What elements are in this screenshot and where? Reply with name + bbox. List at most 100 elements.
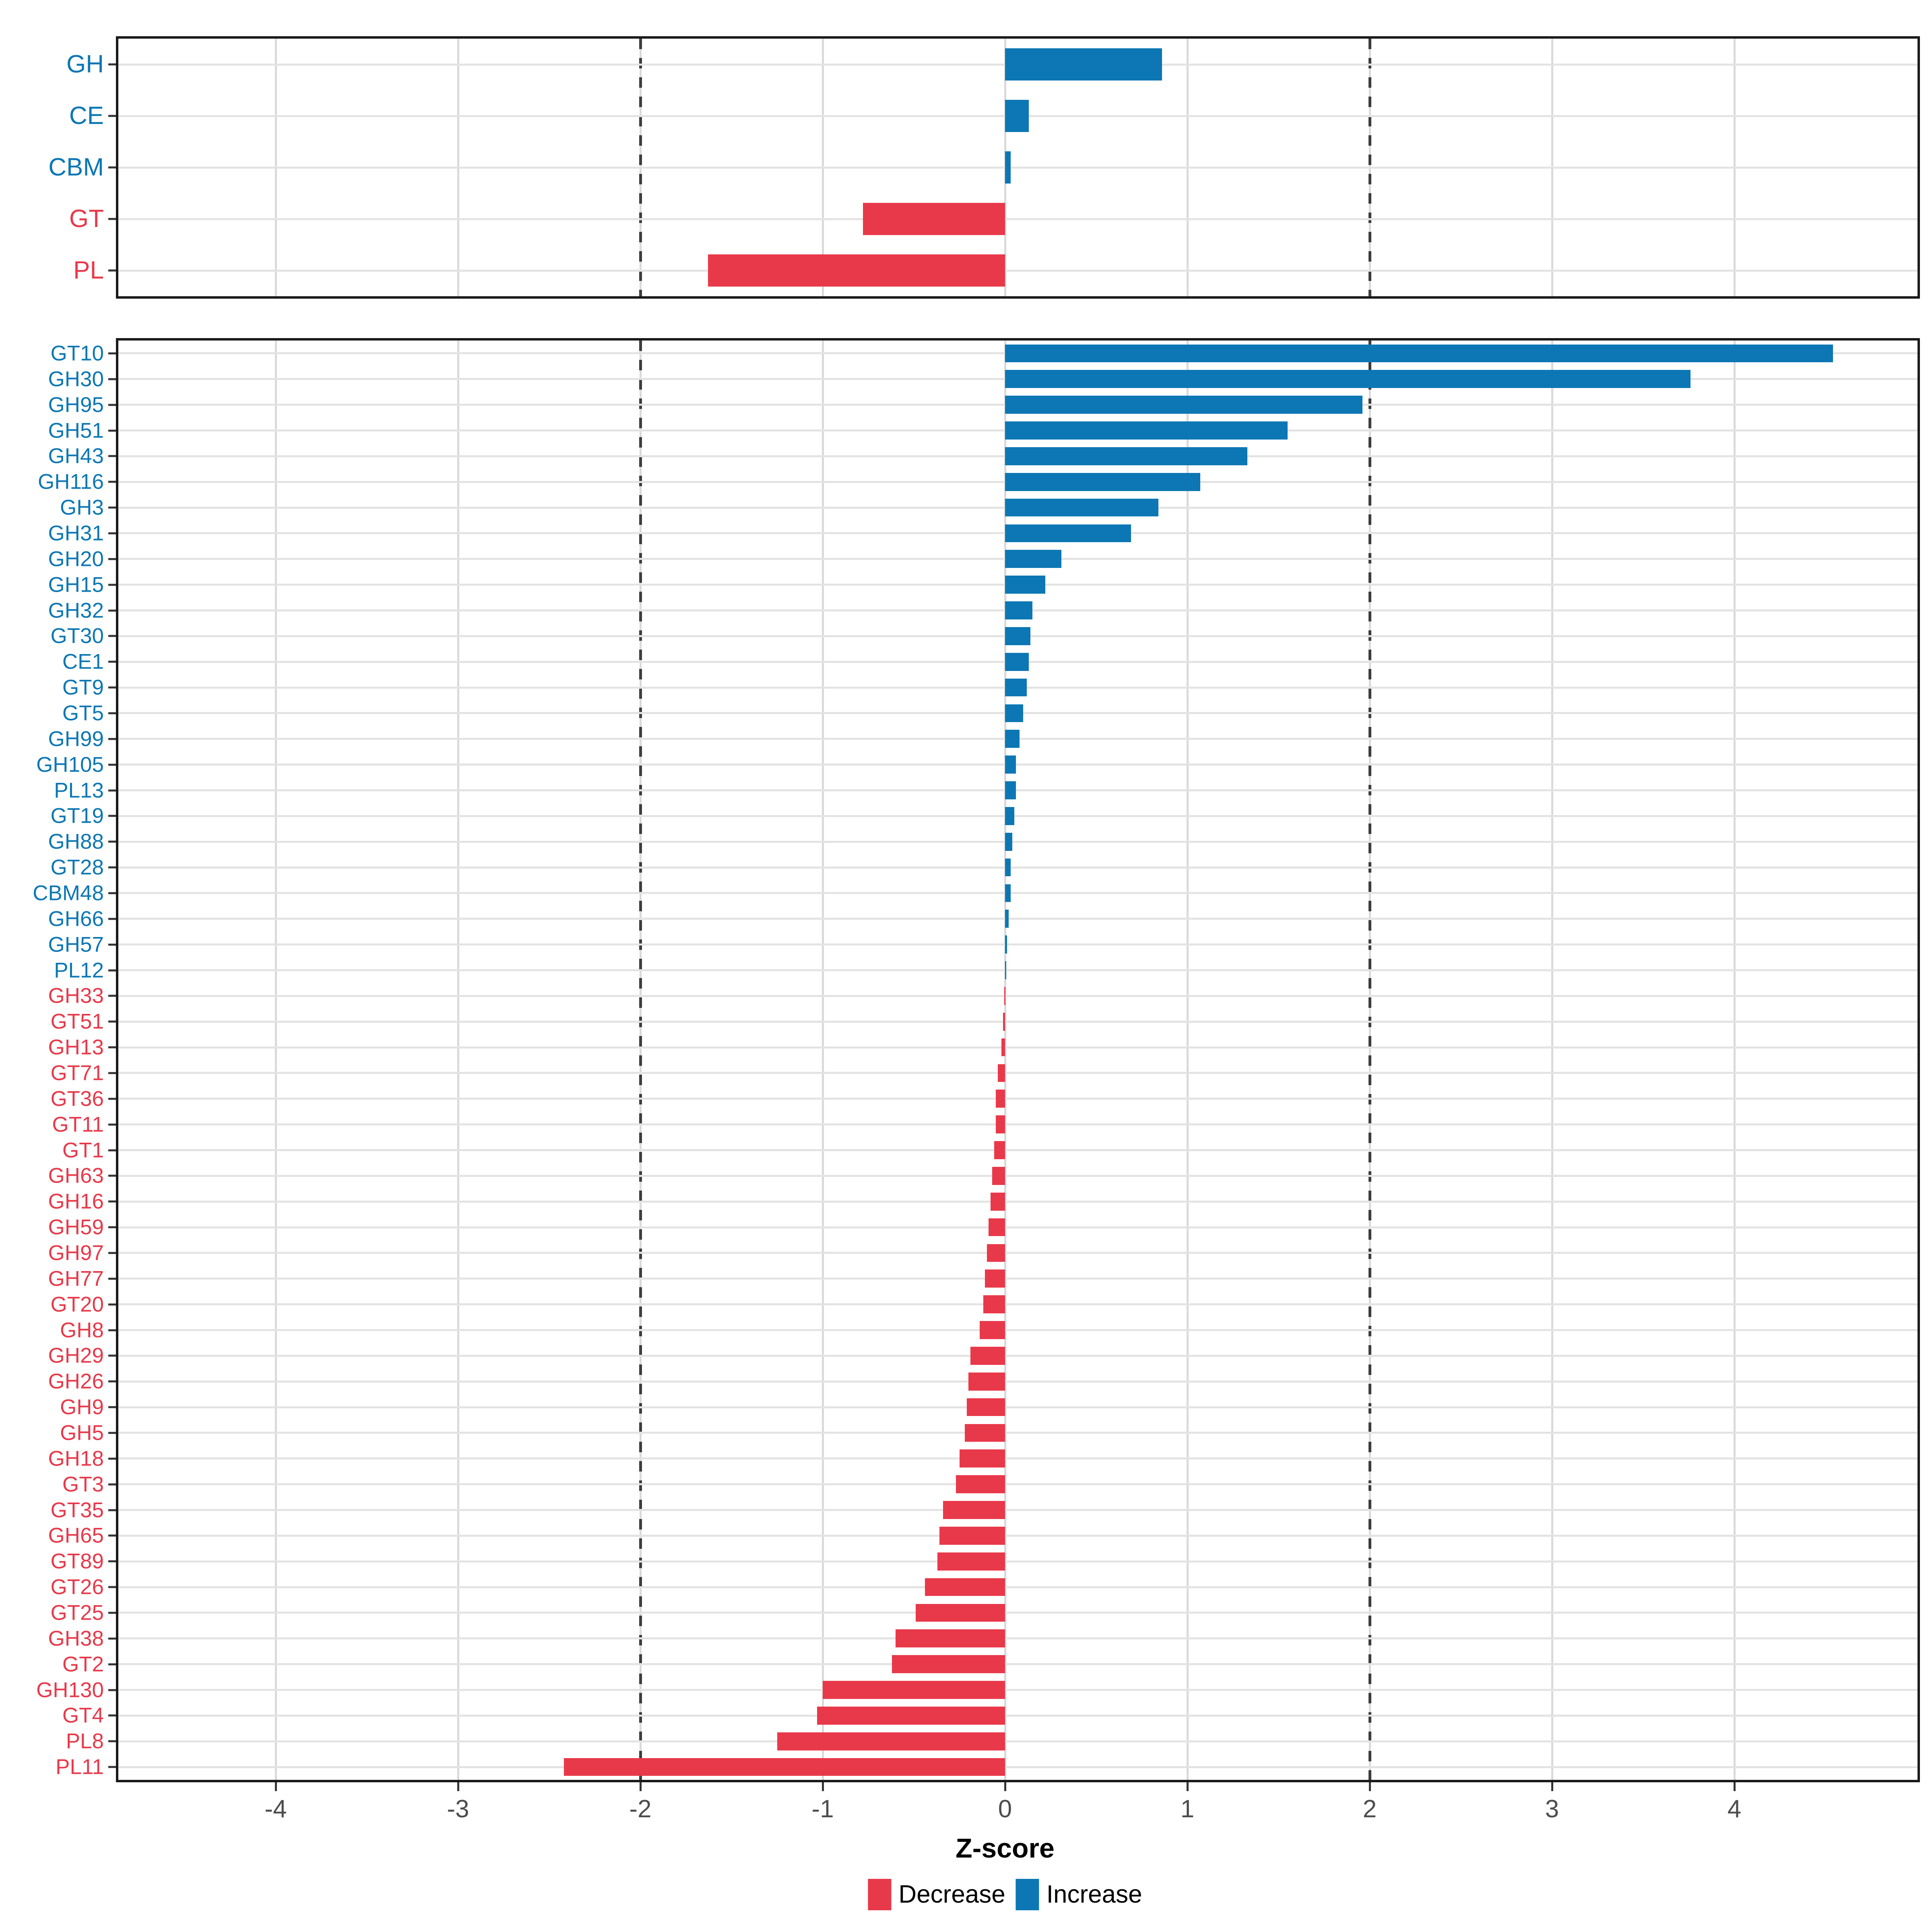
bar[interactable] — [994, 1141, 1005, 1159]
bar[interactable] — [1005, 730, 1020, 748]
bar[interactable] — [1005, 344, 1833, 363]
bar[interactable] — [1001, 1038, 1005, 1057]
bar[interactable] — [1005, 421, 1288, 440]
reference-line — [1368, 341, 1371, 1780]
y-axis-label: GT26 — [50, 1575, 104, 1599]
bar[interactable] — [1005, 627, 1031, 645]
bar[interactable] — [823, 1681, 1005, 1699]
bar[interactable] — [1005, 447, 1248, 465]
bar[interactable] — [1005, 396, 1362, 414]
bar[interactable] — [959, 1449, 1005, 1468]
bar[interactable] — [1005, 550, 1062, 568]
bar[interactable] — [979, 1321, 1005, 1339]
bar[interactable] — [970, 1347, 1005, 1365]
legend-item-decrease[interactable]: Decrease — [868, 1879, 1005, 1910]
bar[interactable] — [943, 1501, 1005, 1519]
y-axis-label: GH31 — [48, 521, 104, 545]
bar[interactable] — [1005, 652, 1029, 671]
gridline-horizontal — [118, 1278, 1918, 1280]
bar[interactable] — [925, 1578, 1005, 1596]
y-axis-tick — [108, 63, 116, 66]
bar[interactable] — [1004, 987, 1005, 1005]
y-axis-tick — [108, 166, 116, 169]
bar[interactable] — [564, 1758, 1005, 1776]
bar[interactable] — [1005, 498, 1158, 517]
bar[interactable] — [996, 1090, 1005, 1108]
y-axis-tick — [108, 1174, 116, 1177]
bar[interactable] — [1005, 370, 1691, 388]
y-axis-tick — [108, 661, 116, 663]
bar[interactable] — [1005, 473, 1200, 491]
bar[interactable] — [1005, 961, 1006, 979]
bar[interactable] — [996, 1115, 1005, 1133]
bar[interactable] — [1005, 781, 1016, 799]
bar[interactable] — [1005, 755, 1016, 774]
y-axis-tick — [108, 1740, 116, 1742]
bar[interactable] — [985, 1269, 1005, 1288]
gridline-horizontal — [118, 166, 1918, 169]
y-axis-tick — [108, 1663, 116, 1666]
bar[interactable] — [1005, 100, 1029, 132]
bar[interactable] — [1005, 151, 1011, 184]
y-axis-label: GT71 — [50, 1061, 104, 1085]
bar[interactable] — [1005, 524, 1131, 543]
bar[interactable] — [1003, 1012, 1005, 1031]
y-axis-tick — [108, 995, 116, 997]
bar[interactable] — [1005, 807, 1014, 825]
y-axis-label: GT9 — [62, 675, 104, 700]
y-axis-tick — [108, 1483, 116, 1486]
bar[interactable] — [892, 1655, 1005, 1673]
bar[interactable] — [863, 203, 1005, 235]
bar[interactable] — [1005, 858, 1011, 877]
y-axis-tick — [108, 1072, 116, 1074]
y-axis-label: GT51 — [50, 1009, 104, 1034]
bar[interactable] — [708, 254, 1005, 287]
bar[interactable] — [1005, 910, 1009, 928]
bar[interactable] — [1005, 48, 1162, 80]
bar[interactable] — [916, 1604, 1005, 1622]
gridline-vertical — [1734, 341, 1736, 1780]
y-axis-tick — [108, 584, 116, 586]
bar[interactable] — [1005, 884, 1011, 902]
gridline-horizontal — [118, 1046, 1918, 1049]
y-axis-label: GT4 — [62, 1703, 104, 1728]
bar[interactable] — [896, 1629, 1005, 1648]
y-axis-tick — [108, 686, 116, 689]
x-axis-title: Z-score — [956, 1833, 1055, 1864]
bar[interactable] — [937, 1552, 1005, 1571]
bar[interactable] — [989, 1218, 1005, 1236]
gridline-horizontal — [118, 1483, 1918, 1486]
bar[interactable] — [965, 1424, 1005, 1442]
y-axis-tick — [108, 943, 116, 946]
bar[interactable] — [997, 1064, 1005, 1082]
bar[interactable] — [1005, 601, 1032, 619]
bar[interactable] — [1005, 704, 1024, 722]
y-axis-tick — [108, 789, 116, 791]
y-axis-tick — [108, 918, 116, 920]
y-axis-label: GH77 — [48, 1267, 104, 1291]
bar[interactable] — [966, 1398, 1005, 1416]
x-axis-tick — [457, 1782, 459, 1791]
gridline-horizontal — [118, 218, 1918, 220]
gridline-horizontal — [118, 1714, 1918, 1717]
gridline-horizontal — [118, 969, 1918, 971]
y-axis-label: CE — [69, 102, 104, 130]
bar[interactable] — [1005, 935, 1007, 954]
y-axis-tick — [108, 1612, 116, 1614]
bar[interactable] — [1005, 832, 1013, 851]
bar[interactable] — [983, 1295, 1005, 1313]
bar[interactable] — [992, 1167, 1005, 1185]
bar[interactable] — [817, 1707, 1005, 1725]
bar[interactable] — [987, 1244, 1005, 1262]
bar[interactable] — [1005, 678, 1027, 697]
gridline-horizontal — [118, 1200, 1918, 1203]
gridline-vertical — [1551, 341, 1553, 1780]
bar[interactable] — [956, 1475, 1005, 1493]
bar[interactable] — [777, 1732, 1005, 1750]
y-axis-tick — [108, 1457, 116, 1460]
legend-item-increase[interactable]: Increase — [1016, 1879, 1142, 1910]
bar[interactable] — [939, 1527, 1005, 1545]
bar[interactable] — [968, 1372, 1005, 1391]
bar[interactable] — [1005, 576, 1045, 594]
bar[interactable] — [990, 1192, 1005, 1211]
